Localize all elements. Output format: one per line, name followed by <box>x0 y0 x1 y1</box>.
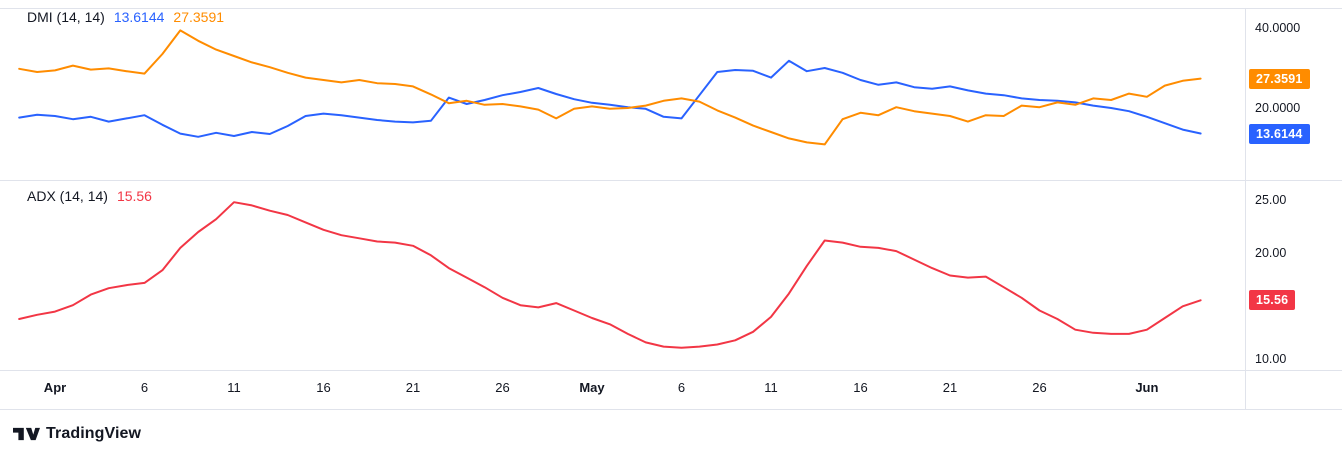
time-axis[interactable]: Apr 6 11 16 21 26 May 6 11 16 21 26 Jun <box>0 371 1245 409</box>
time-scale-label: 6 <box>140 380 149 395</box>
price-axis[interactable]: 40.0000 20.0000 27.3591 13.6144 25.00 20.00 10… <box>1245 8 1342 409</box>
time-scale-label: 21 <box>942 380 958 395</box>
time-scale-label: 16 <box>853 380 868 395</box>
tradingview-logo-link[interactable]: TradingView <box>13 425 141 443</box>
time-scale-label: Apr <box>43 380 67 395</box>
dmi-legend-title[interactable]: DMI (14, 14) <box>27 9 105 25</box>
adx-line <box>18 201 1202 349</box>
price-scale-label: 20.00 <box>1255 246 1287 261</box>
footer-separator <box>0 409 1342 410</box>
time-scale-label: 26 <box>495 380 510 395</box>
price-scale-label: 40.0000 <box>1255 21 1301 35</box>
dmi-di-minus-value: 27.3591 <box>173 9 225 25</box>
adx-legend-title[interactable]: ADX (14, 14) <box>27 188 108 204</box>
di-plus-line <box>18 59 1202 138</box>
di-minus-line <box>18 29 1202 146</box>
indicator-lines-canvas[interactable] <box>0 0 1245 372</box>
time-scale-label: 21 <box>405 380 421 395</box>
last-value-badge-orange: 27.3591 <box>1249 68 1310 89</box>
tradingview-logo-icon <box>13 427 40 441</box>
last-value-badge-blue: 13.6144 <box>1249 123 1310 144</box>
dmi-legend[interactable]: DMI (14, 14) 13.6144 27.3591 <box>27 9 224 25</box>
time-scale-label: May <box>579 380 605 395</box>
time-scale-label: 6 <box>677 380 686 395</box>
pane-separator <box>0 180 1342 181</box>
adx-value: 15.56 <box>116 188 152 204</box>
price-scale-label: 20.0000 <box>1255 101 1301 115</box>
time-scale-label: 16 <box>316 380 331 395</box>
time-scale-label: 11 <box>227 380 241 395</box>
time-scale-label: 11 <box>764 380 778 395</box>
adx-legend[interactable]: ADX (14, 14) 15.56 <box>27 188 152 204</box>
price-axis-border <box>1245 8 1246 409</box>
price-scale-label: 25.00 <box>1255 193 1287 208</box>
tradingview-wordmark: TradingView <box>46 425 142 442</box>
time-scale-label: 26 <box>1032 380 1047 395</box>
last-value-badge-red: 15.56 <box>1249 290 1296 311</box>
pane-top-border <box>0 8 1342 9</box>
time-scale-label: Jun <box>1135 380 1159 395</box>
time-axis-border <box>0 370 1342 371</box>
price-scale-label: 10.00 <box>1255 352 1287 367</box>
dmi-di-plus-value: 13.6144 <box>113 9 165 25</box>
